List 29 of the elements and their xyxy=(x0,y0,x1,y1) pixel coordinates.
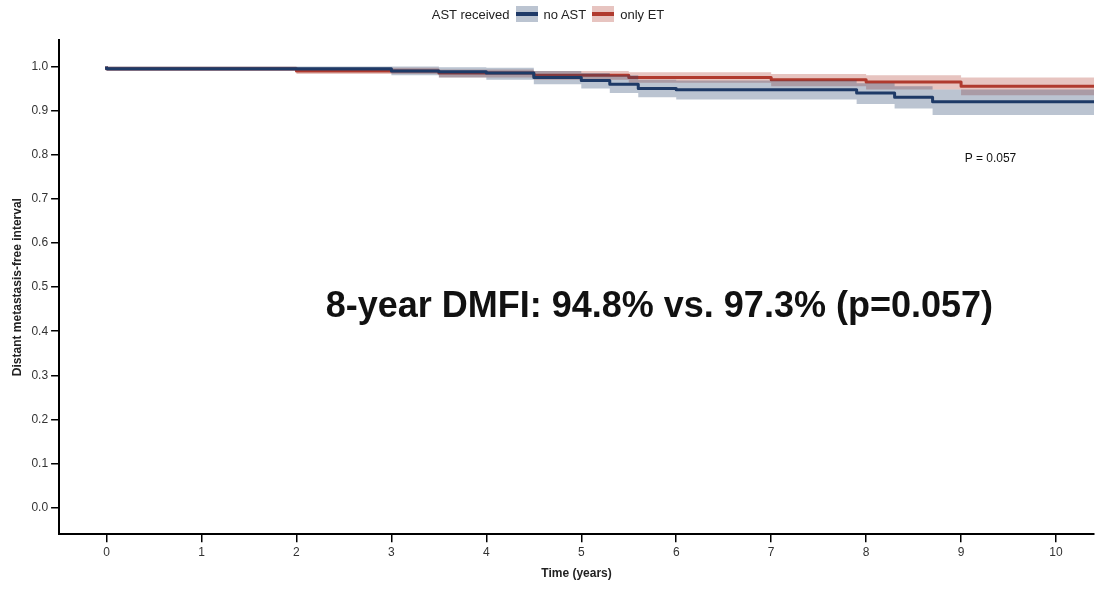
annotation: P = 0.057 xyxy=(964,150,1017,165)
x-tick-label: 6 xyxy=(672,544,680,559)
y-tick-label: 0.3 xyxy=(31,367,49,382)
y-axis-title: Distant metastasis-free interval xyxy=(9,198,24,377)
y-tick-label: 0.2 xyxy=(31,411,49,426)
legend-label: only ET xyxy=(620,6,665,22)
annotation: 8-year DMFI: 94.8% vs. 97.3% (p=0.057) xyxy=(325,283,994,325)
x-tick-label: 0 xyxy=(103,544,111,559)
x-tick-label: 2 xyxy=(293,544,301,559)
y-tick-label: 0.6 xyxy=(31,235,49,250)
y-tick-label: 0.1 xyxy=(31,455,49,470)
x-tick-label: 5 xyxy=(577,544,585,559)
x-tick-label: 3 xyxy=(388,544,396,559)
legend-label: no AST xyxy=(543,6,587,22)
y-tick-label: 0.8 xyxy=(31,147,49,162)
x-axis-title: Time (years) xyxy=(541,566,612,581)
y-tick-label: 0.4 xyxy=(31,323,49,338)
x-tick-label: 4 xyxy=(483,544,490,559)
y-tick-label: 0.7 xyxy=(31,191,49,206)
x-tick-label: 10 xyxy=(1049,544,1064,559)
legend-title: AST received xyxy=(431,6,510,22)
y-tick-label: 0.5 xyxy=(31,279,49,294)
y-tick-label: 1.0 xyxy=(31,58,49,73)
x-tick-label: 7 xyxy=(767,544,775,559)
x-tick-label: 9 xyxy=(957,544,965,559)
y-tick-label: 0.0 xyxy=(31,500,49,515)
x-tick-label: 8 xyxy=(862,544,870,559)
y-tick-label: 0.9 xyxy=(31,102,49,117)
x-tick-label: 1 xyxy=(198,544,206,559)
